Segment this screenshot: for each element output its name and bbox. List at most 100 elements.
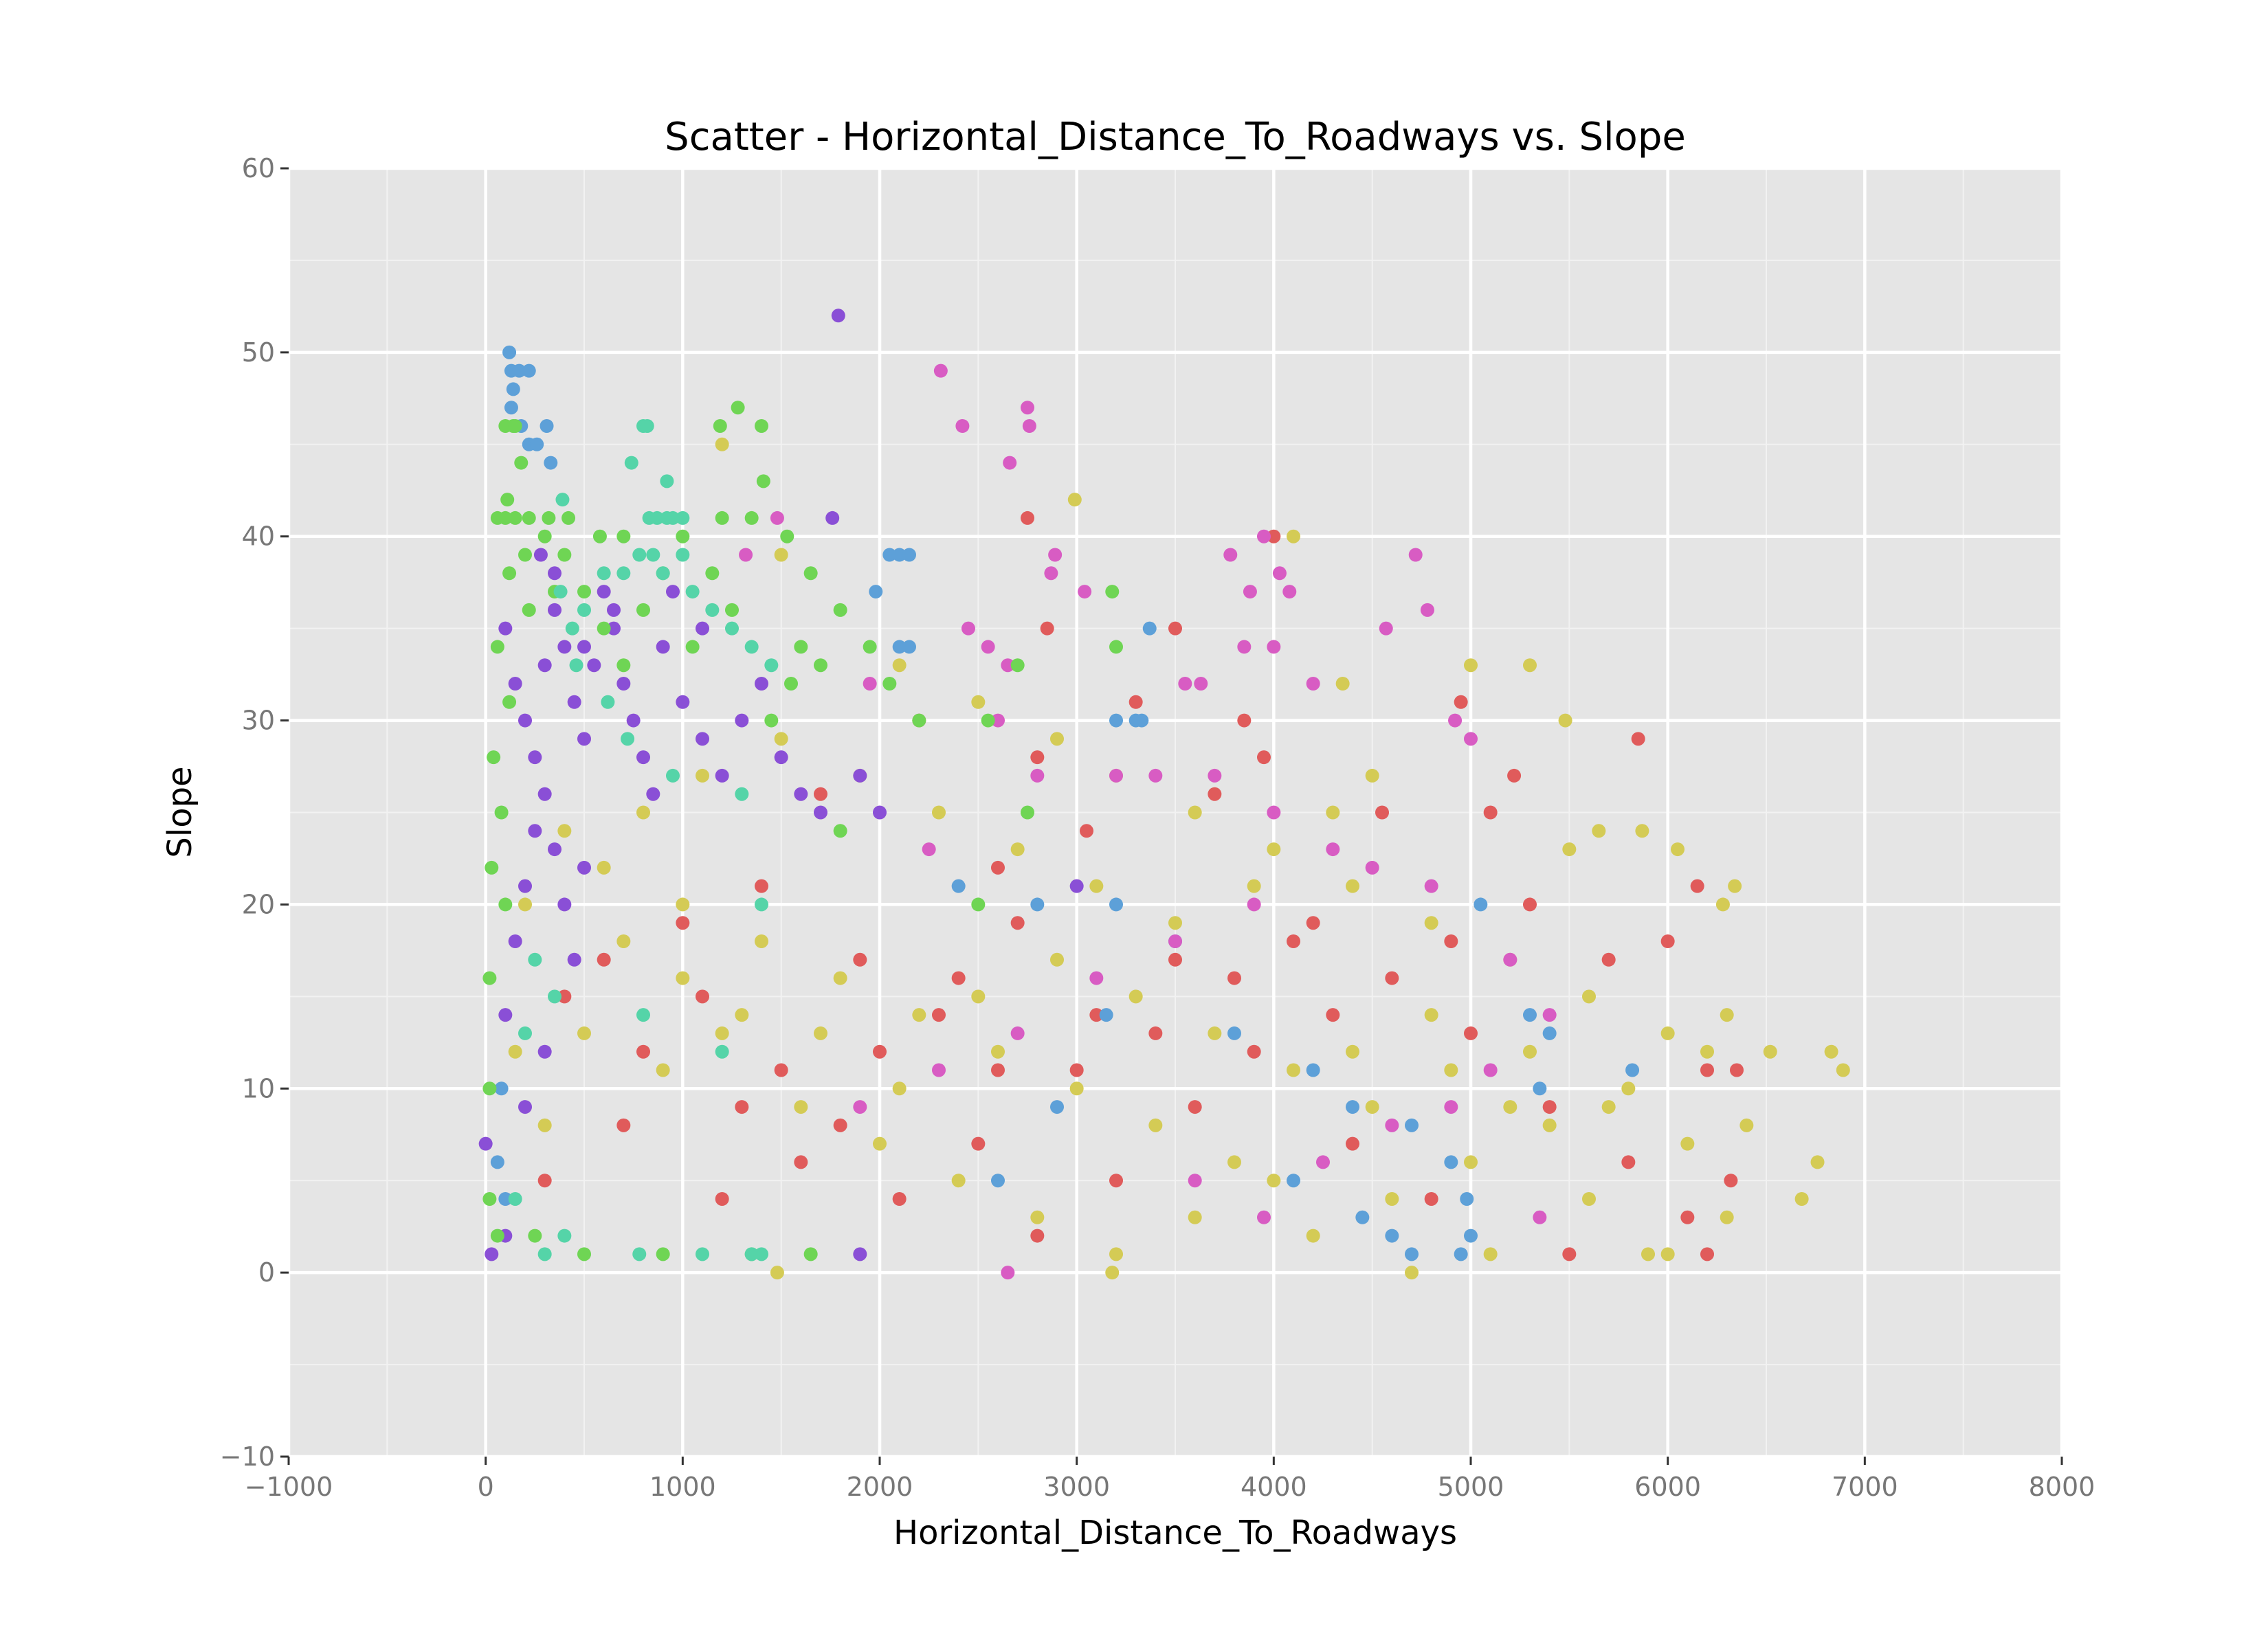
data-point — [1671, 842, 1685, 857]
data-point — [666, 585, 680, 599]
data-point — [1227, 1026, 1241, 1040]
data-point — [666, 768, 680, 783]
data-point — [951, 971, 966, 985]
data-point — [755, 879, 768, 893]
data-point — [621, 732, 635, 746]
data-point — [1601, 1100, 1616, 1114]
data-point — [991, 1063, 1005, 1077]
data-point — [1582, 989, 1596, 1004]
x-tick-label: 0 — [478, 1472, 494, 1502]
data-point — [932, 1008, 946, 1022]
data-point — [1148, 1118, 1163, 1132]
x-tick-label: 3000 — [1043, 1472, 1110, 1502]
data-point — [640, 419, 654, 433]
data-point — [616, 677, 631, 691]
data-point — [1625, 1063, 1640, 1077]
data-point — [636, 1008, 650, 1022]
data-point — [1069, 1081, 1084, 1096]
data-point — [1030, 750, 1045, 765]
data-point — [853, 1247, 867, 1261]
data-point — [774, 750, 788, 765]
data-point — [616, 1118, 631, 1132]
data-point — [1720, 1210, 1734, 1224]
data-point — [676, 695, 690, 709]
data-point — [1424, 1008, 1438, 1022]
data-point — [991, 713, 1005, 728]
data-point — [696, 768, 709, 783]
data-point — [530, 437, 544, 451]
data-point — [676, 971, 690, 985]
data-point — [991, 860, 1005, 875]
data-point — [725, 603, 739, 617]
data-point — [814, 805, 827, 820]
data-point — [1660, 934, 1675, 948]
data-point — [696, 989, 709, 1004]
data-point — [544, 456, 558, 470]
data-point — [577, 640, 591, 654]
data-point — [932, 1063, 946, 1077]
data-point — [487, 750, 501, 765]
data-point — [1365, 1100, 1379, 1114]
data-point — [735, 713, 749, 728]
data-point — [666, 511, 680, 525]
data-point — [537, 787, 552, 801]
data-point — [1208, 1026, 1222, 1040]
data-point — [1109, 1174, 1123, 1188]
data-point — [794, 640, 808, 654]
data-point — [1044, 566, 1058, 581]
data-point — [755, 934, 768, 948]
data-point — [1375, 805, 1389, 820]
data-point — [498, 621, 513, 636]
data-point — [696, 732, 709, 746]
data-point — [1030, 1210, 1045, 1224]
data-point — [1335, 677, 1350, 691]
data-point — [873, 805, 887, 820]
data-point — [1178, 677, 1192, 691]
y-tick-label: 20 — [242, 889, 275, 919]
data-point — [1660, 1026, 1675, 1040]
data-point — [650, 511, 665, 525]
data-point — [1129, 989, 1143, 1004]
data-point — [1379, 621, 1393, 636]
data-point — [1592, 824, 1606, 838]
data-point — [557, 897, 572, 912]
x-tick-label: 8000 — [2029, 1472, 2095, 1502]
data-point — [869, 585, 883, 599]
data-point — [1444, 1063, 1458, 1077]
data-point — [1582, 1192, 1596, 1206]
data-point — [1454, 695, 1468, 709]
data-point — [825, 511, 840, 525]
data-point — [1420, 603, 1434, 617]
data-point — [715, 511, 729, 525]
data-point — [1306, 677, 1320, 691]
data-point — [955, 419, 970, 433]
data-point — [774, 1063, 788, 1077]
data-point — [1022, 419, 1036, 433]
data-point — [636, 1044, 650, 1059]
x-tick-label: 4000 — [1241, 1472, 1307, 1502]
data-point — [713, 419, 727, 433]
data-point — [912, 1008, 926, 1022]
data-point — [1542, 1026, 1557, 1040]
data-point — [833, 603, 847, 617]
data-point — [1680, 1210, 1695, 1224]
data-point — [1700, 1063, 1714, 1077]
data-point — [626, 713, 641, 728]
data-point — [833, 1118, 847, 1132]
data-point — [1243, 585, 1257, 599]
data-point — [1810, 1155, 1825, 1169]
data-point — [1188, 1100, 1202, 1114]
data-point — [705, 603, 720, 617]
data-point — [569, 658, 583, 673]
data-point — [656, 1247, 670, 1261]
data-point — [1050, 952, 1064, 967]
data-point — [1346, 879, 1359, 893]
data-point — [882, 677, 897, 691]
data-point — [1105, 585, 1120, 599]
data-point — [1385, 971, 1399, 985]
data-point — [1223, 548, 1238, 562]
data-point — [1080, 824, 1093, 838]
data-point — [755, 677, 768, 691]
data-point — [1067, 493, 1082, 507]
data-point — [1129, 695, 1143, 709]
